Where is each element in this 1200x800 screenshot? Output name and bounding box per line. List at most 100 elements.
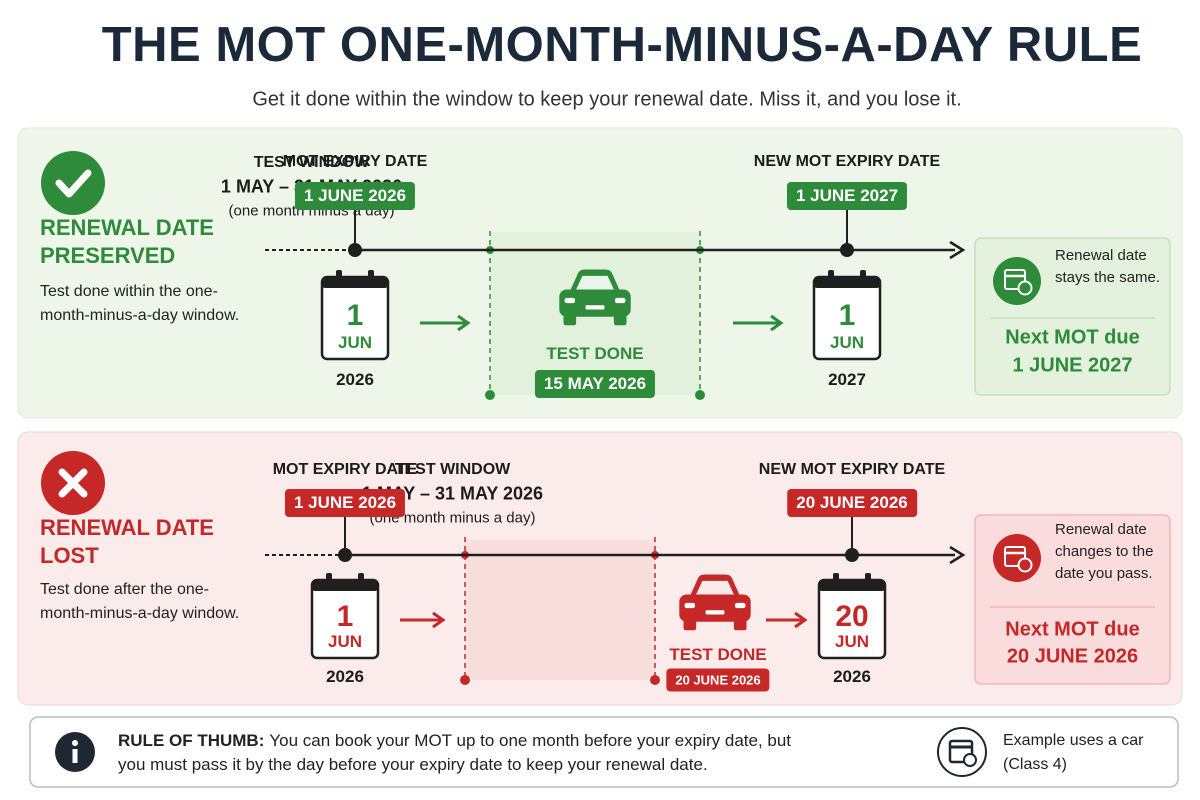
status-description: Test done after the one-month-minus-a-da…: [40, 581, 240, 622]
calendar-ring: [358, 573, 364, 586]
status-heading: RENEWAL DATE PRESERVED: [40, 215, 214, 268]
expiry-label: MOT EXPIRY DATE: [272, 461, 418, 478]
result-icon: [993, 257, 1041, 305]
subtitle: Get it done within the window to keep yo…: [252, 88, 962, 111]
calendar-day: 1: [336, 599, 354, 633]
car-body: [559, 289, 631, 317]
calendar-month: JUN: [327, 632, 363, 652]
new-expiry-label: NEW MOT EXPIRY DATE: [753, 153, 941, 170]
calendar-month: JUN: [337, 332, 373, 352]
flow-arrow-head: [794, 611, 808, 629]
calendar-year: 2026: [833, 667, 871, 686]
result-icon: [993, 534, 1041, 582]
car-window: [576, 275, 614, 290]
window-shade: [465, 540, 655, 680]
date-dot: [845, 548, 859, 562]
calendar-ring: [828, 270, 834, 283]
test-date: 15 MAY 2026: [534, 370, 656, 398]
flow-arrow-head: [432, 611, 446, 629]
calendar-year: 2027: [828, 370, 866, 389]
car-light: [684, 602, 696, 609]
calendar-ring: [326, 573, 332, 586]
car-grille: [705, 610, 725, 615]
car-wheel: [683, 619, 697, 631]
next-mot-label: Next MOT due: [1005, 618, 1140, 641]
car-icon: [679, 574, 751, 631]
status-description: Test done within the one-month-minus-a-d…: [40, 283, 240, 324]
result-icon-circle: [993, 534, 1041, 582]
window-label: TEST WINDOW: [253, 154, 370, 171]
window-label: TEST WINDOW: [394, 461, 511, 478]
status-icon: [41, 151, 105, 215]
calendar-graphic: [812, 270, 882, 361]
car-light: [564, 297, 576, 304]
car-light: [734, 602, 746, 609]
result-icon-circle: [993, 257, 1041, 305]
next-mot-date: 1 JUNE 2027: [1012, 354, 1133, 377]
calendar-header: [819, 580, 885, 591]
calendar-day: 20: [835, 599, 869, 633]
calendar-day: 1: [346, 298, 364, 332]
next-mot-label: Next MOT due: [1005, 326, 1140, 349]
car-wheel: [563, 314, 577, 326]
calendar-day: 1: [838, 298, 856, 332]
new-expiry-label: NEW MOT EXPIRY DATE: [758, 461, 946, 478]
car-icon: [559, 269, 631, 326]
calendar-ring: [336, 270, 342, 283]
status-circle: [41, 151, 105, 215]
rule-text: You can book your MOT up to one month be…: [118, 731, 792, 774]
rule-label: RULE OF THUMB:: [118, 731, 265, 750]
calendar-header: [312, 580, 378, 591]
result-text: Renewal date stays the same.: [1055, 247, 1161, 286]
timeline-arrow: [949, 240, 966, 260]
calendar-graphic: [320, 270, 390, 361]
new-expiry-date: 1 JUNE 2027: [786, 182, 908, 210]
test-date: 20 JUNE 2026: [666, 668, 770, 692]
next-mot-date: 20 JUNE 2026: [1006, 645, 1139, 668]
car-wheel: [613, 314, 627, 326]
rule-of-thumb: RULE OF THUMB: You can book your MOT up t…: [118, 729, 798, 777]
calendar-year: 2026: [326, 667, 364, 686]
footer-box: [29, 716, 1179, 788]
boundary-dot: [695, 390, 705, 400]
info-icon: [55, 732, 95, 772]
flow-arrow-head: [457, 314, 471, 332]
calendar-ring: [865, 573, 871, 586]
date-dot: [840, 243, 854, 257]
car-light: [614, 297, 626, 304]
cross-mark: [58, 468, 88, 498]
result-icon-clock: [1017, 280, 1033, 296]
window-dates: 1 MAY – 31 MAY 2026: [361, 483, 544, 504]
car-window: [696, 580, 734, 595]
example-note: Example uses a car (Class 4): [1003, 732, 1144, 773]
title: THE MOT ONE-MONTH-MINUS-A-DAY RULE: [101, 18, 1143, 72]
result-text: Renewal date changes to the date you pas…: [1055, 521, 1154, 582]
boundary-dot: [650, 675, 660, 685]
new-expiry-date: 20 JUNE 2026: [787, 489, 917, 517]
check-mark: [55, 169, 92, 198]
calendar-ring: [833, 573, 839, 586]
result-icon-calendar: [1004, 546, 1026, 567]
calendar-header: [322, 277, 388, 288]
test-label: TEST DONE: [546, 344, 644, 363]
expiry-date: 1 JUNE 2026: [284, 489, 406, 517]
status-icon: [41, 451, 105, 515]
expiry-date: 1 JUNE 2026: [294, 182, 416, 210]
result-icon-clock: [1017, 557, 1033, 573]
boundary-dot: [485, 390, 495, 400]
test-label: TEST DONE: [669, 645, 767, 664]
calendar-month: JUN: [829, 332, 865, 352]
timeline-arrow: [949, 545, 966, 565]
calendar-graphic: [817, 573, 887, 660]
calendar-header: [814, 277, 880, 288]
flow-arrow-head: [770, 314, 784, 332]
calendar-ring: [860, 270, 866, 283]
date-dot: [338, 548, 352, 562]
date-dot: [348, 243, 362, 257]
status-heading: RENEWAL DATE LOST: [40, 515, 214, 568]
calendar-ring: [368, 270, 374, 283]
calendar-month: JUN: [834, 632, 870, 652]
expiry-label: MOT EXPIRY DATE: [282, 153, 428, 170]
